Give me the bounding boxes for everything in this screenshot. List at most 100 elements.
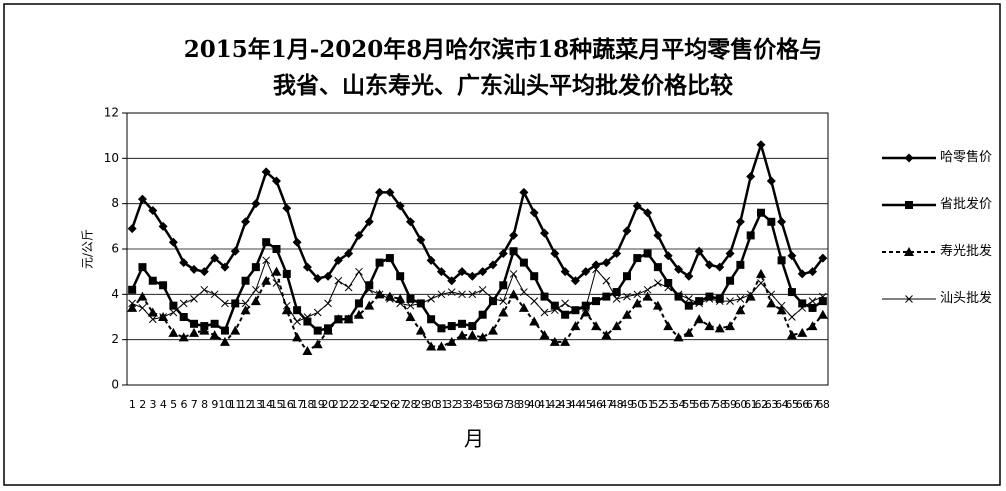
point xyxy=(282,269,291,278)
point xyxy=(695,299,703,308)
point xyxy=(798,304,807,312)
point xyxy=(313,326,322,335)
point xyxy=(643,285,652,294)
point xyxy=(303,313,312,321)
y-tick-label: 12 xyxy=(104,106,119,120)
point xyxy=(654,279,662,287)
point xyxy=(354,299,363,308)
x-tick-label: 51 xyxy=(641,398,654,411)
x-tick-label: 46 xyxy=(590,398,603,411)
point xyxy=(612,295,621,303)
point xyxy=(581,304,590,312)
point xyxy=(715,262,725,272)
x-tick-label: 19 xyxy=(311,398,324,411)
point xyxy=(168,237,178,247)
x-tick-label: 44 xyxy=(569,398,582,411)
point xyxy=(447,276,457,286)
x-tick-label: 63 xyxy=(765,398,778,411)
point xyxy=(715,297,724,305)
point xyxy=(766,298,777,308)
x-tick-label: 43 xyxy=(559,398,572,411)
point xyxy=(271,176,281,186)
point xyxy=(364,217,374,227)
x-tick-label: 26 xyxy=(383,398,396,411)
point xyxy=(787,288,796,297)
point xyxy=(365,281,374,290)
point xyxy=(138,304,147,312)
point xyxy=(210,253,220,263)
point xyxy=(343,314,354,324)
point xyxy=(199,325,210,335)
point xyxy=(179,299,188,308)
point xyxy=(571,306,580,315)
point xyxy=(313,308,322,317)
point xyxy=(127,302,138,312)
point xyxy=(128,299,137,308)
point xyxy=(272,245,281,253)
series xyxy=(127,266,828,355)
x-tick-label: 37 xyxy=(497,398,510,411)
point xyxy=(137,194,147,204)
point xyxy=(427,295,435,303)
point xyxy=(395,201,405,211)
x-tick-label: 29 xyxy=(414,398,427,411)
point xyxy=(580,307,591,317)
point xyxy=(705,292,714,301)
point xyxy=(808,267,818,277)
x-tick-label: 67 xyxy=(806,398,819,411)
y-tick-label: 10 xyxy=(104,151,119,165)
point xyxy=(715,294,724,303)
x-tick-label: 65 xyxy=(785,398,798,411)
point xyxy=(694,246,704,256)
point xyxy=(488,297,497,306)
point xyxy=(766,176,776,186)
point xyxy=(621,309,632,319)
point xyxy=(704,321,715,331)
point xyxy=(333,314,344,324)
x-tick-label: 28 xyxy=(404,398,417,411)
point xyxy=(128,285,137,294)
point xyxy=(303,317,312,326)
point xyxy=(540,228,550,238)
x-tick-label: 62 xyxy=(754,398,767,411)
point xyxy=(529,316,540,326)
point xyxy=(406,294,415,303)
legend-label: 省批发价 xyxy=(940,197,993,212)
x-tick-label: 42 xyxy=(548,398,561,411)
point xyxy=(736,260,745,269)
x-tick-label: 53 xyxy=(662,398,675,411)
x-tick-label: 31 xyxy=(435,398,448,411)
point xyxy=(468,322,477,331)
point xyxy=(746,231,755,240)
point xyxy=(365,285,374,294)
point xyxy=(905,201,913,209)
chart-title: 我省、山东寿光、广东汕头平均批发价格比较 xyxy=(273,72,733,99)
x-tick-label: 50 xyxy=(631,398,644,411)
point xyxy=(674,264,684,274)
point xyxy=(705,295,714,303)
point xyxy=(396,272,405,281)
x-tick-label: 15 xyxy=(270,398,283,411)
point xyxy=(415,325,426,335)
x-tick-label: 60 xyxy=(734,398,747,411)
x-tick-label: 25 xyxy=(373,398,386,411)
series xyxy=(128,256,827,326)
point xyxy=(509,270,518,278)
point xyxy=(302,346,313,355)
point xyxy=(745,291,756,301)
point xyxy=(643,208,653,218)
point xyxy=(271,266,282,276)
point xyxy=(570,321,581,331)
point xyxy=(210,290,219,299)
point xyxy=(612,288,621,297)
point xyxy=(592,297,601,306)
point xyxy=(540,308,549,317)
point xyxy=(550,306,559,315)
x-tick-label: 32 xyxy=(445,398,458,411)
point xyxy=(344,249,354,259)
point xyxy=(293,306,302,315)
point xyxy=(714,323,725,333)
point xyxy=(560,267,570,277)
point xyxy=(210,319,219,328)
x-tick-label: 41 xyxy=(538,398,551,411)
